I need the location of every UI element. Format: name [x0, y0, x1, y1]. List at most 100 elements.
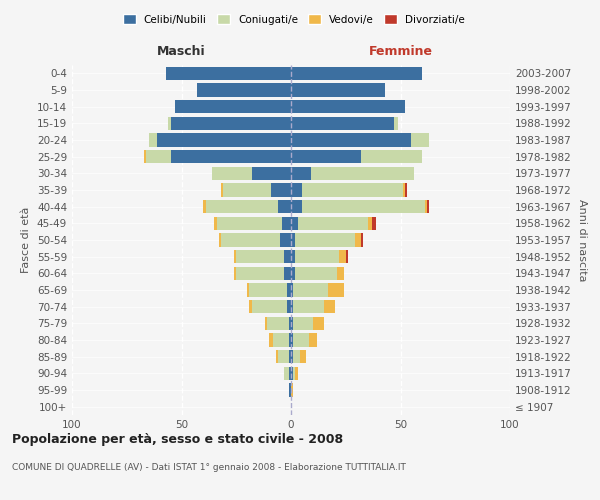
Bar: [236, 266, 284, 280]
Bar: [284, 250, 291, 264]
Bar: [300, 350, 307, 364]
Bar: [295, 366, 298, 380]
Bar: [427, 200, 429, 213]
Bar: [278, 350, 289, 364]
Text: Maschi: Maschi: [157, 46, 206, 59]
Bar: [291, 384, 293, 396]
Bar: [291, 66, 422, 80]
Bar: [311, 166, 413, 180]
Legend: Celibi/Nubili, Coniugati/e, Vedovi/e, Divorziati/e: Celibi/Nubili, Coniugati/e, Vedovi/e, Di…: [119, 10, 469, 29]
Bar: [291, 100, 405, 114]
Bar: [274, 334, 289, 346]
Bar: [412, 134, 429, 146]
Bar: [251, 300, 287, 314]
Bar: [217, 216, 282, 230]
Bar: [293, 300, 324, 314]
Bar: [170, 116, 291, 130]
Bar: [236, 250, 284, 264]
Bar: [289, 316, 291, 330]
Y-axis label: Fasce di età: Fasce di età: [22, 207, 31, 273]
Bar: [175, 100, 291, 114]
Bar: [291, 234, 295, 246]
Bar: [203, 200, 206, 213]
Bar: [361, 234, 363, 246]
Bar: [223, 184, 271, 196]
Bar: [251, 166, 291, 180]
Bar: [146, 150, 170, 164]
Bar: [214, 216, 217, 230]
Bar: [221, 184, 223, 196]
Bar: [293, 334, 308, 346]
Bar: [269, 334, 274, 346]
Bar: [284, 366, 289, 380]
Bar: [247, 284, 250, 296]
Bar: [221, 234, 280, 246]
Bar: [298, 216, 368, 230]
Bar: [361, 150, 422, 164]
Bar: [337, 266, 344, 280]
Text: Popolazione per età, sesso e stato civile - 2008: Popolazione per età, sesso e stato civil…: [12, 432, 343, 446]
Bar: [291, 166, 311, 180]
Bar: [355, 234, 361, 246]
Bar: [372, 216, 376, 230]
Y-axis label: Anni di nascita: Anni di nascita: [577, 198, 587, 281]
Bar: [287, 284, 291, 296]
Bar: [289, 350, 291, 364]
Bar: [291, 316, 293, 330]
Bar: [206, 200, 278, 213]
Bar: [234, 266, 236, 280]
Bar: [313, 316, 324, 330]
Bar: [284, 266, 291, 280]
Bar: [278, 200, 291, 213]
Bar: [267, 316, 289, 330]
Bar: [295, 234, 355, 246]
Bar: [291, 334, 293, 346]
Bar: [234, 250, 236, 264]
Bar: [149, 134, 157, 146]
Bar: [289, 366, 291, 380]
Bar: [302, 200, 425, 213]
Bar: [368, 216, 372, 230]
Bar: [403, 184, 405, 196]
Bar: [291, 300, 293, 314]
Bar: [293, 350, 300, 364]
Bar: [287, 300, 291, 314]
Bar: [157, 134, 291, 146]
Bar: [291, 284, 293, 296]
Text: Femmine: Femmine: [368, 46, 433, 59]
Bar: [144, 150, 146, 164]
Bar: [275, 350, 278, 364]
Bar: [282, 216, 291, 230]
Bar: [302, 184, 403, 196]
Bar: [394, 116, 398, 130]
Bar: [291, 116, 394, 130]
Bar: [293, 316, 313, 330]
Bar: [291, 184, 302, 196]
Bar: [170, 150, 291, 164]
Bar: [280, 234, 291, 246]
Bar: [293, 284, 328, 296]
Bar: [293, 366, 295, 380]
Bar: [219, 234, 221, 246]
Bar: [291, 216, 298, 230]
Bar: [291, 266, 295, 280]
Bar: [295, 266, 337, 280]
Bar: [291, 134, 412, 146]
Bar: [250, 284, 287, 296]
Bar: [197, 84, 291, 96]
Bar: [405, 184, 407, 196]
Bar: [291, 200, 302, 213]
Bar: [425, 200, 427, 213]
Bar: [308, 334, 317, 346]
Bar: [339, 250, 346, 264]
Bar: [291, 350, 293, 364]
Bar: [271, 184, 291, 196]
Bar: [295, 250, 339, 264]
Bar: [250, 300, 251, 314]
Bar: [212, 166, 251, 180]
Bar: [291, 150, 361, 164]
Bar: [346, 250, 348, 264]
Text: COMUNE DI QUADRELLE (AV) - Dati ISTAT 1° gennaio 2008 - Elaborazione TUTTITALIA.: COMUNE DI QUADRELLE (AV) - Dati ISTAT 1°…: [12, 463, 406, 472]
Bar: [265, 316, 267, 330]
Bar: [291, 366, 293, 380]
